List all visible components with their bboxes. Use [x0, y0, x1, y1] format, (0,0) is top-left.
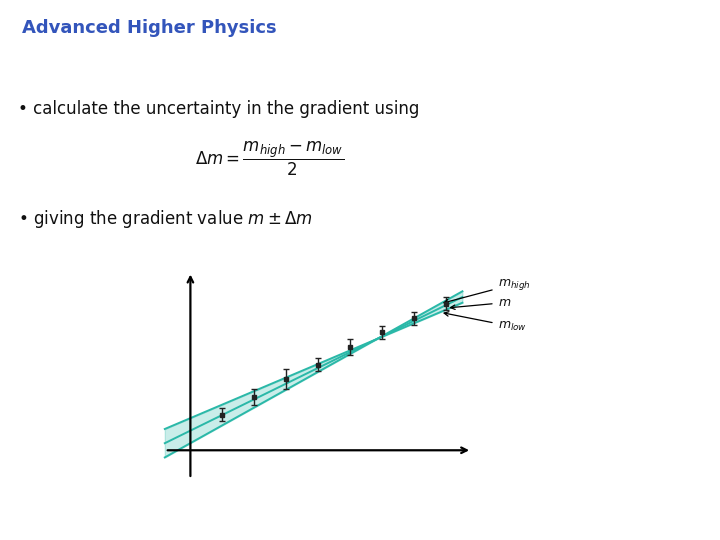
Text: $m$: $m$	[451, 296, 511, 309]
Text: $m_{\mathit{high}}$: $m_{\mathit{high}}$	[444, 276, 530, 303]
Text: • calculate the uncertainty in the gradient using: • calculate the uncertainty in the gradi…	[18, 100, 419, 118]
Text: Advanced Higher Physics: Advanced Higher Physics	[22, 19, 276, 37]
Text: $m_{\mathit{low}}$: $m_{\mathit{low}}$	[444, 312, 527, 333]
Text: $\Delta m = \dfrac{m_{\mathit{high}} - m_{\mathit{low}}}{2}$: $\Delta m = \dfrac{m_{\mathit{high}} - m…	[196, 140, 344, 178]
Text: • giving the gradient value $\mathit{m} \pm \Delta\mathit{m}$: • giving the gradient value $\mathit{m} …	[18, 208, 312, 230]
